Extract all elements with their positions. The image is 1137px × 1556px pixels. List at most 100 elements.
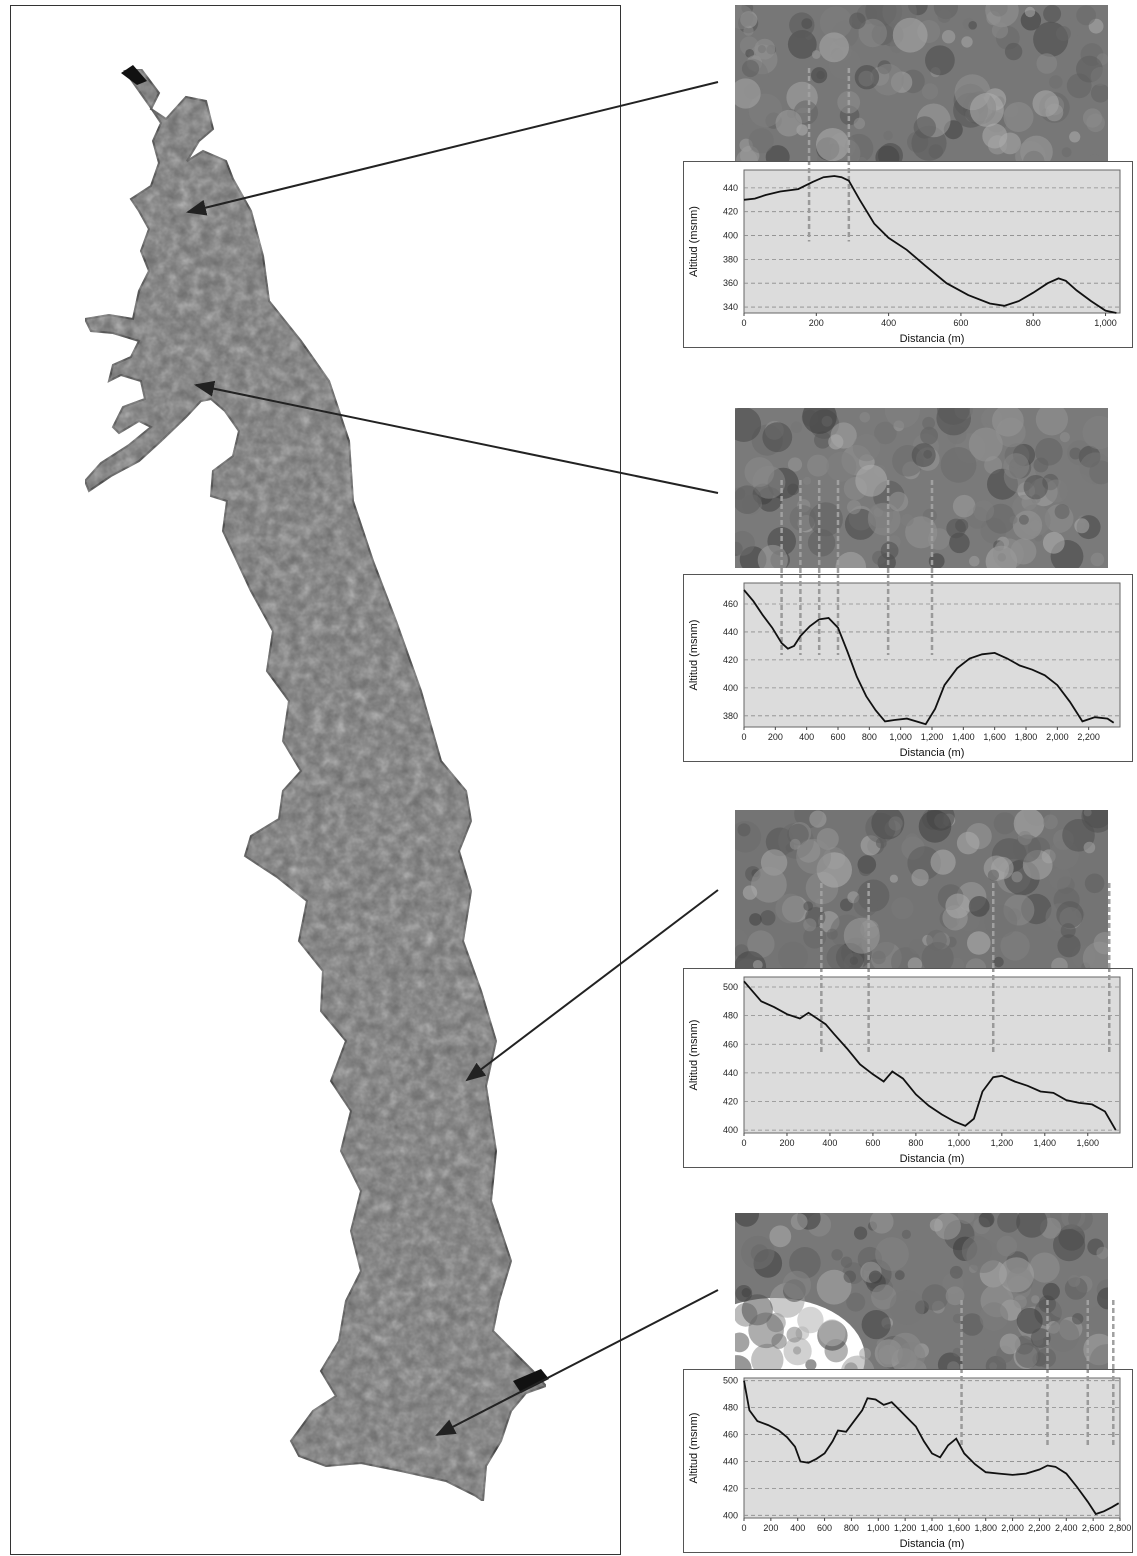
terrain-texture (1004, 42, 1023, 61)
x-tick-label: 2,600 (1082, 1523, 1105, 1533)
terrain-texture (1015, 141, 1046, 165)
terrain-texture (811, 50, 821, 59)
terrain-texture (921, 83, 939, 100)
x-tick-label: 1,000 (948, 1138, 971, 1148)
terrain-texture (901, 513, 914, 527)
x-axis-title: Distancia (m) (900, 1153, 965, 1165)
terrain-texture (801, 18, 813, 29)
x-tick-label: 1,400 (921, 1523, 944, 1533)
terrain-texture (835, 551, 867, 568)
terrain-texture (846, 500, 862, 515)
terrain-texture (765, 145, 790, 165)
x-tick-label: 1,400 (952, 732, 975, 742)
x-tick-label: 1,600 (948, 1523, 971, 1533)
y-tick-label: 480 (723, 1403, 738, 1413)
terrain-texture (1069, 447, 1082, 460)
x-axis-title: Distancia (m) (900, 1538, 965, 1550)
terrain-texture (1097, 1287, 1108, 1310)
terrain-texture (889, 874, 898, 883)
satellite-thumbnail-2 (735, 408, 1108, 568)
x-tick-label: 0 (741, 1523, 746, 1533)
terrain-texture (849, 956, 859, 965)
terrain-texture (735, 485, 762, 514)
terrain-texture (1015, 1342, 1041, 1368)
terrain-texture (1086, 113, 1105, 133)
terrain-texture (858, 18, 887, 48)
terrain-texture (993, 956, 1004, 968)
terrain-texture (787, 483, 799, 496)
satellite-thumbnail-1 (735, 5, 1108, 165)
terrain-texture (1016, 1213, 1048, 1238)
terrain-texture (892, 17, 928, 53)
elevation-profile-4: 400 420 440 460 480 500 0 200 400 600 800 1,000 1,20… (683, 1369, 1133, 1553)
terrain-texture (949, 1265, 963, 1279)
terrain-texture (1045, 103, 1064, 122)
terrain-texture (849, 12, 866, 30)
terrain-texture (816, 128, 850, 162)
x-tick-label: 2,000 (1046, 732, 1069, 742)
terrain-texture (771, 1333, 787, 1349)
x-tick-label: 200 (809, 318, 824, 328)
terrain-texture (735, 1332, 750, 1353)
elevation-profile-3: 400 420 440 460 480 500 0 200 400 600 800 1,000 1,20… (683, 968, 1133, 1168)
terrain-texture (828, 434, 844, 450)
terrain-texture (871, 1284, 897, 1310)
elevation-line (743, 1380, 1120, 1516)
terrain-texture (888, 491, 909, 512)
terrain-texture (987, 869, 999, 881)
terrain-texture (1053, 1229, 1086, 1262)
terrain-texture (754, 38, 776, 60)
y-tick-label: 420 (723, 1097, 738, 1107)
terrain-texture (752, 465, 786, 499)
terrain-texture (945, 1286, 965, 1306)
y-tick-label: 360 (723, 278, 738, 288)
y-tick-label: 420 (723, 655, 738, 665)
terrain-texture (955, 518, 969, 533)
terrain-texture (968, 896, 990, 917)
x-tick-label: 1,200 (894, 1523, 917, 1533)
terrain-texture (840, 1256, 853, 1268)
terrain-texture (1013, 810, 1045, 839)
terrain-texture (977, 1348, 987, 1358)
terrain-texture (869, 1213, 894, 1234)
terrain-texture (998, 1257, 1034, 1293)
terrain-texture (966, 1239, 1001, 1273)
terrain-texture (921, 942, 954, 970)
terrain-texture (875, 1237, 909, 1271)
terrain-texture (1013, 1295, 1027, 1309)
terrain-texture (1018, 514, 1029, 525)
terrain-texture (874, 421, 897, 445)
terrain-texture (789, 838, 801, 850)
terrain-texture (999, 1333, 1021, 1355)
terrain-texture (968, 427, 1003, 462)
terrain-texture (1020, 10, 1042, 31)
elevation-profile-1: 340 360 380 400 420 440 0 200 400 600 800 1,000 Dist… (683, 161, 1133, 348)
terrain-texture (1056, 901, 1084, 929)
x-tick-label: 200 (779, 1138, 794, 1148)
plot-area (743, 1377, 1121, 1519)
terrain-texture (1096, 1246, 1108, 1260)
x-axis-title: Distancia (m) (900, 333, 965, 345)
terrain-texture (1090, 552, 1105, 567)
terrain-texture (855, 464, 888, 497)
x-tick-label: 800 (862, 732, 877, 742)
y-tick-label: 380 (723, 711, 738, 721)
terrain-texture (894, 1270, 905, 1281)
terrain-texture (1033, 457, 1049, 473)
terrain-texture (1042, 1282, 1060, 1301)
x-tick-label: 600 (865, 1138, 880, 1148)
terrain-texture (961, 36, 973, 48)
dam-tip-north (121, 65, 147, 85)
reservoir-shape (83, 67, 548, 1503)
terrain-texture (762, 422, 793, 453)
terrain-texture (920, 426, 938, 445)
terrain-texture (1060, 923, 1076, 939)
terrain-texture (929, 1218, 943, 1232)
terrain-texture (789, 1247, 821, 1279)
terrain-texture (826, 944, 854, 970)
terrain-texture (969, 92, 1004, 127)
terrain-texture (967, 931, 991, 955)
terrain-texture (1016, 1307, 1043, 1334)
terrain-texture (790, 1213, 808, 1230)
terrain-texture (826, 451, 857, 482)
